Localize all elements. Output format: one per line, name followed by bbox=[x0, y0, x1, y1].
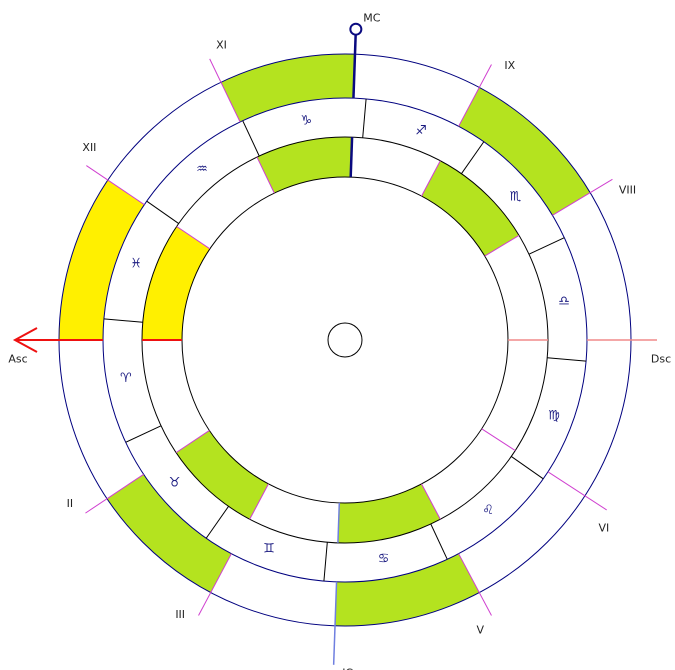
house-label-VII: Dsc bbox=[651, 353, 671, 366]
house-label-IX: IX bbox=[504, 59, 515, 72]
house-label-IV: IC bbox=[342, 666, 353, 670]
house-label-X: MC bbox=[363, 12, 380, 25]
cusp-line-inner-XII bbox=[176, 226, 211, 250]
house-fill-outer-II bbox=[107, 474, 232, 593]
house-fill-outer-X bbox=[220, 53, 355, 122]
cusp-line-outer-VIII bbox=[552, 178, 613, 216]
cusp-line-outer-XI bbox=[209, 58, 241, 123]
cusp-line-outer-IX bbox=[458, 64, 492, 127]
house-label-VIII: VIII bbox=[619, 183, 636, 196]
house-label-XI: XI bbox=[216, 38, 227, 51]
sign-glyph-capricorn-icon: ♑︎ bbox=[301, 113, 313, 128]
sign-boundary-taurus bbox=[125, 425, 162, 443]
sign-glyph-scorpio-icon: ♏︎ bbox=[510, 189, 522, 204]
ascendant-arrow-icon bbox=[12, 327, 38, 353]
cusp-line-outer-X bbox=[352, 35, 357, 99]
cusp-line-inner-III bbox=[249, 483, 269, 520]
sign-glyph-sagittarius-icon: ♐︎ bbox=[415, 123, 427, 138]
house-label-V: V bbox=[476, 624, 484, 637]
cusp-line-inner-II bbox=[175, 430, 210, 454]
sign-boundary-aquarius bbox=[242, 120, 260, 157]
sign-boundary-scorpio bbox=[528, 237, 565, 255]
cusp-line-outer-IV bbox=[332, 581, 338, 665]
cusp-line-outer-II bbox=[85, 473, 144, 514]
sign-boundary-capricorn bbox=[362, 98, 367, 138]
house-label-I: Asc bbox=[8, 353, 27, 366]
sign-boundary-libra bbox=[547, 357, 587, 362]
sign-glyph-taurus-icon: ♉︎ bbox=[169, 476, 181, 491]
cusp-line-outer-III bbox=[198, 553, 232, 616]
cusp-line-inner-IV bbox=[337, 502, 341, 543]
sign-boundary-gemini bbox=[205, 506, 229, 539]
sign-glyph-leo-icon: ♌︎ bbox=[482, 503, 494, 518]
cusp-line-outer-V bbox=[458, 553, 492, 616]
house-fill-inner-X bbox=[256, 137, 353, 194]
house-fill-inner-XII bbox=[142, 226, 210, 340]
house-label-XII: XII bbox=[82, 141, 96, 154]
cusp-line-outer-XII bbox=[86, 165, 145, 206]
sign-glyph-aquarius-icon: ♒︎ bbox=[196, 162, 208, 177]
house-fill-inner-II bbox=[176, 430, 269, 520]
sign-glyph-virgo-icon: ♍︎ bbox=[548, 409, 560, 424]
house-label-III: III bbox=[175, 608, 185, 621]
cusp-line-outer-VI bbox=[547, 471, 607, 511]
midheaven-circle-icon bbox=[349, 22, 363, 36]
sign-boundary-virgo bbox=[511, 456, 544, 480]
cusp-line-inner-VI bbox=[481, 428, 516, 451]
sign-glyph-pisces-icon: ♓︎ bbox=[130, 256, 142, 271]
house-fill-inner-VIII bbox=[421, 160, 520, 257]
sign-boundary-sagittarius bbox=[461, 141, 485, 174]
house-fill-outer-IV bbox=[335, 553, 480, 626]
sign-glyph-gemini-icon: ♊︎ bbox=[263, 542, 275, 557]
house-fill-inner-IV bbox=[337, 483, 441, 543]
house-label-II: II bbox=[67, 497, 74, 510]
center-hub bbox=[327, 322, 363, 358]
house-fill-outer-XII bbox=[59, 180, 145, 340]
cusp-line-inner-VIII bbox=[484, 235, 520, 257]
cusp-line-inner-V bbox=[421, 483, 441, 520]
house-fill-outer-VIII bbox=[458, 87, 591, 216]
cusp-line-inner-X bbox=[349, 137, 354, 178]
cusp-line-inner-XI bbox=[256, 156, 275, 194]
sign-glyph-libra-icon: ♎︎ bbox=[558, 294, 570, 309]
sign-boundary-pisces bbox=[146, 200, 179, 224]
sign-glyph-cancer-icon: ♋︎ bbox=[378, 552, 390, 567]
sign-boundary-aries bbox=[103, 318, 143, 323]
sign-glyph-aries-icon: ♈︎ bbox=[120, 371, 132, 386]
sign-boundary-leo bbox=[430, 523, 448, 560]
sign-boundary-cancer bbox=[323, 542, 328, 582]
house-label-VI: VI bbox=[598, 522, 609, 535]
cusp-line-inner-IX bbox=[421, 160, 441, 197]
